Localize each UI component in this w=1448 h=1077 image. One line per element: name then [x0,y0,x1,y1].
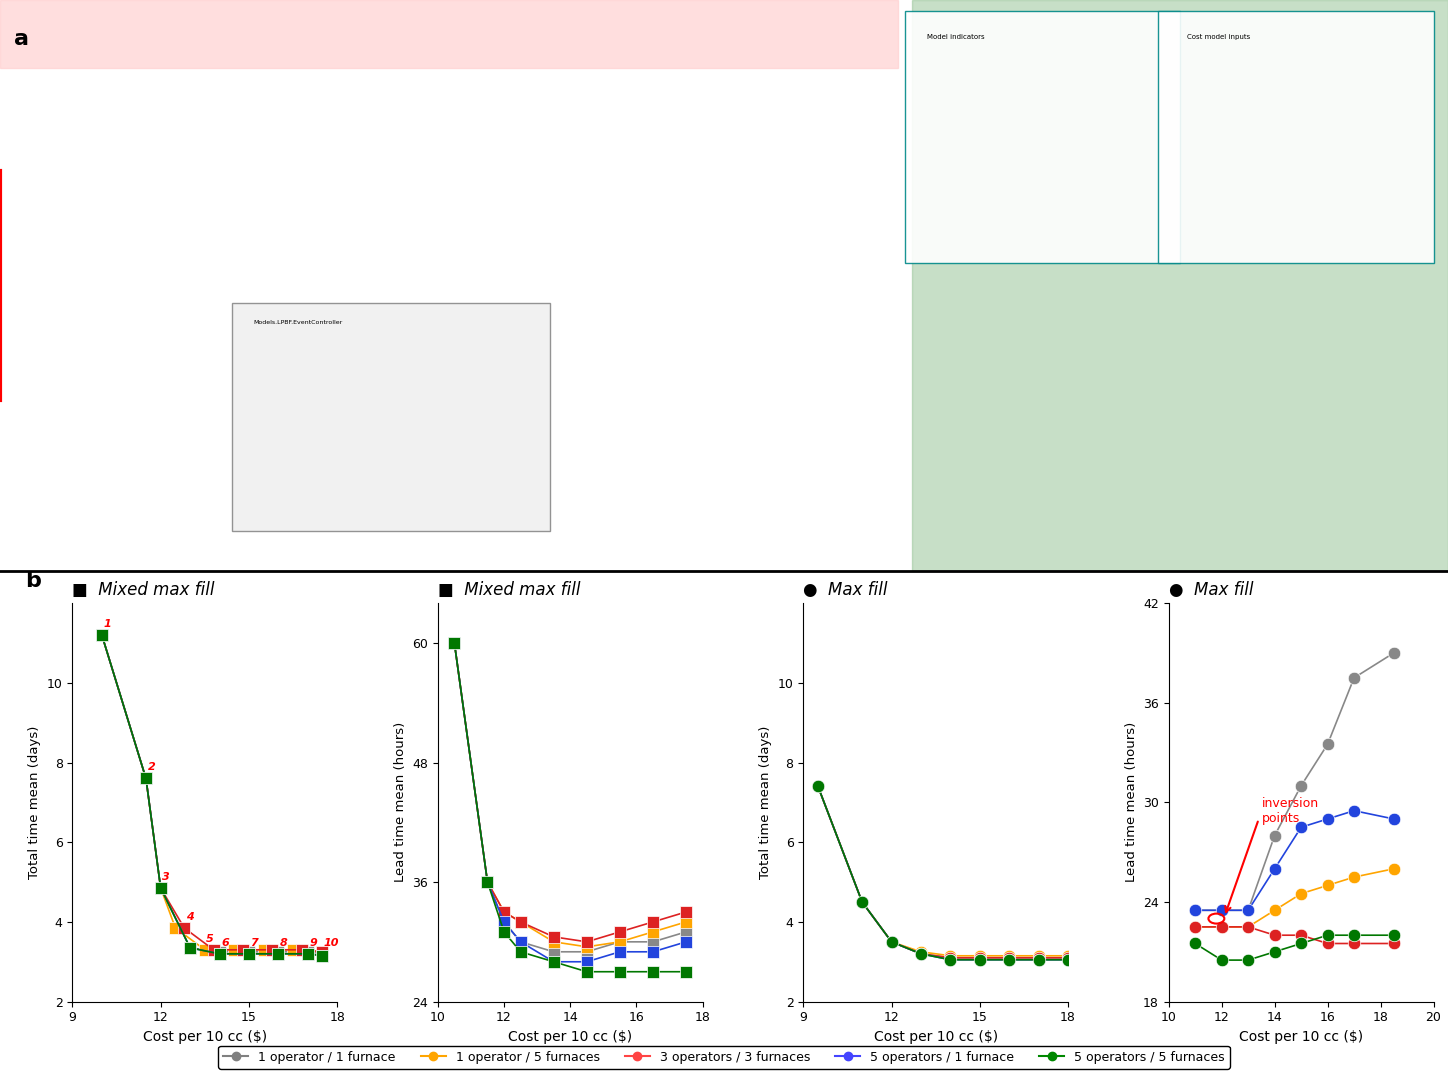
Legend: 1 operator / 1 furnace, 1 operator / 5 furnaces, 3 operators / 3 furnaces, 5 ope: 1 operator / 1 furnace, 1 operator / 5 f… [219,1046,1229,1068]
Text: ■  Mixed max fill: ■ Mixed max fill [437,581,581,599]
FancyBboxPatch shape [232,303,550,531]
Text: 1: 1 [103,619,111,629]
Text: 2: 2 [148,763,155,772]
Text: ●  Max fill: ● Max fill [804,581,888,599]
Y-axis label: Lead time mean (hours): Lead time mean (hours) [394,723,407,882]
X-axis label: Cost per 10 cc ($): Cost per 10 cc ($) [508,1030,633,1044]
Text: 8: 8 [279,938,288,948]
Text: Model indicators: Model indicators [927,34,985,40]
Text: inversion
points: inversion points [1261,797,1319,825]
FancyBboxPatch shape [1158,12,1434,263]
X-axis label: Cost per 10 cc ($): Cost per 10 cc ($) [873,1030,998,1044]
Y-axis label: Total time mean (days): Total time mean (days) [759,726,772,879]
Text: 3: 3 [162,872,169,882]
Text: 6: 6 [222,938,229,948]
Text: 5: 5 [206,934,214,943]
Text: Cost model inputs: Cost model inputs [1187,34,1251,40]
Text: 7: 7 [251,938,258,948]
Text: 4: 4 [185,912,194,922]
FancyBboxPatch shape [905,12,1180,263]
Text: ●  Max fill: ● Max fill [1169,581,1253,599]
Text: Models.LPBF.EventController: Models.LPBF.EventController [253,320,343,324]
X-axis label: Cost per 10 cc ($): Cost per 10 cc ($) [143,1030,266,1044]
Text: a: a [14,29,29,48]
Y-axis label: Total time mean (days): Total time mean (days) [29,726,41,879]
Bar [0,0,898,69]
Text: 9: 9 [310,938,317,948]
Bar [912,0,1448,571]
Text: ■  Mixed max fill: ■ Mixed max fill [72,581,214,599]
Text: b: b [25,571,41,591]
Y-axis label: Lead time mean (hours): Lead time mean (hours) [1125,723,1138,882]
Text: 10: 10 [324,938,339,948]
X-axis label: Cost per 10 cc ($): Cost per 10 cc ($) [1239,1030,1363,1044]
